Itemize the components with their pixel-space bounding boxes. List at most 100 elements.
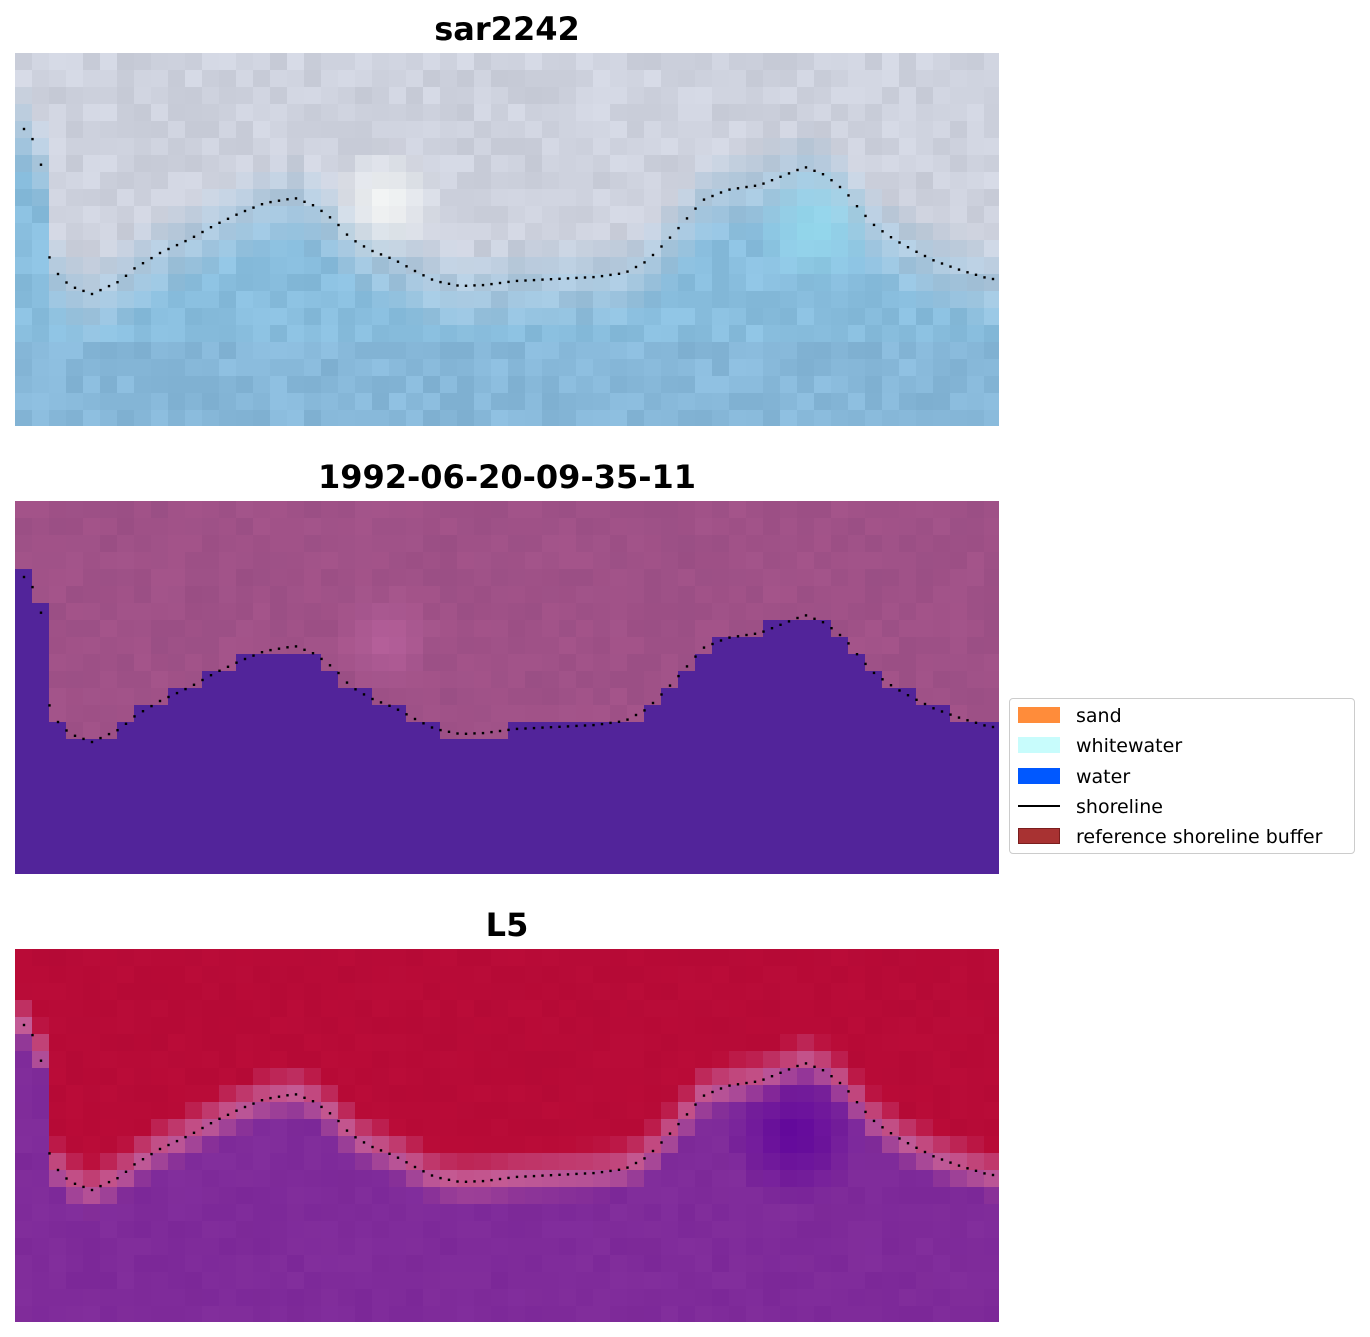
rgb-pixel [678, 155, 695, 172]
rgb-pixel [474, 104, 491, 121]
classification-pixel [729, 654, 746, 671]
index-pixel [151, 1051, 168, 1068]
rgb-pixel [202, 308, 219, 325]
classification-pixel [338, 620, 355, 637]
index-pixel [389, 1034, 406, 1051]
classification-pixel [797, 824, 814, 841]
index-pixel [270, 1204, 287, 1221]
classification-pixel [168, 586, 185, 603]
index-pixel [491, 1102, 508, 1119]
classification-pixel [627, 654, 644, 671]
shoreline-dot [694, 1103, 697, 1106]
rgb-pixel [797, 393, 814, 410]
rgb-pixel [219, 172, 236, 189]
rgb-pixel [236, 342, 253, 359]
rgb-pixel [304, 274, 321, 291]
classification-pixel [882, 841, 899, 858]
rgb-pixel [559, 87, 576, 104]
classification-pixel [270, 569, 287, 586]
index-pixel [253, 1170, 270, 1187]
index-pixel [66, 983, 83, 1000]
classification-pixel [32, 722, 49, 739]
rgb-pixel [763, 138, 780, 155]
classification-pixel [474, 586, 491, 603]
classification-pixel [236, 603, 253, 620]
index-pixel [712, 1034, 729, 1051]
index-pixel [984, 1289, 999, 1306]
classification-pixel [593, 586, 610, 603]
index-pixel [389, 1204, 406, 1221]
classification-pixel [729, 569, 746, 586]
classification-pixel [729, 739, 746, 756]
classification-pixel [627, 739, 644, 756]
classification-pixel [916, 790, 933, 807]
classification-pixel [593, 841, 610, 858]
rgb-pixel [168, 155, 185, 172]
index-pixel [117, 1034, 134, 1051]
rgb-pixel [49, 53, 66, 70]
index-pixel [185, 1119, 202, 1136]
rgb-pixel [933, 376, 950, 393]
classification-pixel [219, 552, 236, 569]
index-pixel [865, 1085, 882, 1102]
rgb-pixel [593, 376, 610, 393]
rgb-pixel [100, 172, 117, 189]
shoreline-dot [864, 214, 867, 218]
classification-pixel [525, 637, 542, 654]
index-pixel [236, 1255, 253, 1272]
rgb-pixel [627, 172, 644, 189]
classification-pixel [66, 824, 83, 841]
index-pixel [474, 1153, 491, 1170]
index-pixel [729, 1051, 746, 1068]
classification-pixel [304, 552, 321, 569]
index-pixel [831, 1187, 848, 1204]
rgb-pixel [270, 172, 287, 189]
index-pixel [117, 966, 134, 983]
classification-pixel [627, 586, 644, 603]
rgb-pixel [423, 359, 440, 376]
classification-pixel [321, 688, 338, 705]
classification-pixel [117, 518, 134, 535]
classification-pixel [627, 858, 644, 874]
rgb-pixel [66, 240, 83, 257]
classification-pixel [304, 807, 321, 824]
rgb-pixel [729, 291, 746, 308]
classification-pixel [729, 858, 746, 874]
index-pixel [950, 1289, 967, 1306]
shoreline-dot [949, 1161, 952, 1164]
classification-pixel [967, 790, 984, 807]
shoreline-dot [226, 665, 230, 668]
rgb-pixel [712, 155, 729, 172]
rgb-pixel [695, 257, 712, 274]
rgb-pixel [593, 53, 610, 70]
index-pixel [576, 966, 593, 983]
rgb-pixel [321, 240, 338, 257]
classification-pixel [797, 671, 814, 688]
index-pixel [66, 949, 83, 966]
classification-pixel [933, 824, 950, 841]
classification-pixel [746, 773, 763, 790]
rgb-pixel [321, 291, 338, 308]
rgb-pixel [389, 359, 406, 376]
rgb-pixel [100, 70, 117, 87]
index-pixel [967, 1102, 984, 1119]
rgb-pixel [151, 206, 168, 223]
classification-pixel [185, 790, 202, 807]
rgb-pixel [559, 121, 576, 138]
rgb-pixel [559, 189, 576, 206]
index-pixel [219, 1051, 236, 1068]
index-pixel [542, 1068, 559, 1085]
classification-pixel [491, 654, 508, 671]
classification-pixel [576, 654, 593, 671]
rgb-pixel [695, 223, 712, 240]
rgb-pixel [474, 342, 491, 359]
rgb-pixel [695, 155, 712, 172]
rgb-pixel [100, 393, 117, 410]
classification-pixel [117, 688, 134, 705]
index-pixel [304, 1238, 321, 1255]
classification-pixel [763, 535, 780, 552]
index-pixel [457, 949, 474, 966]
rgb-pixel [729, 70, 746, 87]
rgb-pixel [321, 206, 338, 223]
index-pixel [967, 1051, 984, 1068]
